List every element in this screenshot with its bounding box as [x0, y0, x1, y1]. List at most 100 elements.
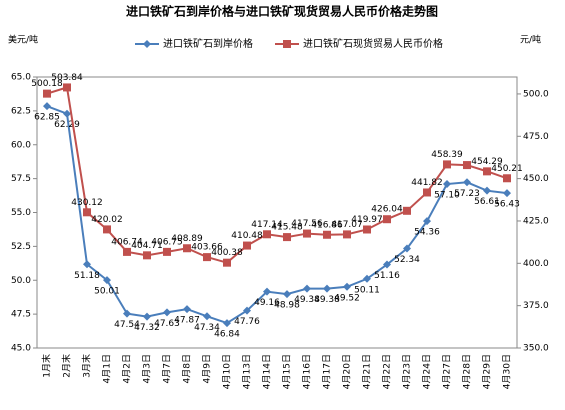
data-label: 430.12 [71, 198, 103, 208]
chart-title: 进口铁矿石到岸价格与进口铁矿现货贸易人民币价格走势图 [126, 4, 438, 19]
data-label: 406.75 [151, 237, 183, 247]
marker [63, 109, 71, 118]
x-tick-label: 4月27日 [442, 354, 453, 389]
y-tick-label: 65.0 [11, 73, 31, 83]
legend-marker [283, 40, 291, 48]
marker [283, 290, 291, 299]
data-label: 50.01 [94, 287, 120, 297]
x-tick-label: 4月20日 [342, 354, 353, 389]
data-label: 49.38 [294, 295, 320, 305]
x-tick-label: 4月8日 [182, 354, 193, 383]
x-tick-label: 2月末 [61, 354, 73, 378]
x-tick-label: 4月29日 [482, 354, 493, 389]
marker [463, 178, 471, 187]
data-label: 49.52 [334, 293, 360, 303]
y2-tick-label: 400.0 [523, 259, 549, 269]
data-label: 50.11 [354, 285, 380, 295]
data-label: 62.85 [34, 113, 60, 123]
marker [323, 284, 331, 293]
marker [183, 244, 191, 253]
marker [363, 225, 371, 234]
marker [483, 186, 491, 195]
y-tick-label: 60.0 [11, 140, 31, 150]
marker [163, 308, 171, 317]
marker [303, 229, 311, 238]
x-tick-label: 4月9日 [202, 354, 213, 383]
marker [283, 233, 291, 242]
data-label: 52.34 [394, 255, 420, 265]
marker [123, 309, 131, 318]
marker [363, 274, 371, 283]
data-label: 416.86 [311, 220, 343, 230]
x-tick-label: 4月28日 [462, 354, 473, 389]
x-tick-label: 4月13日 [242, 354, 253, 389]
x-tick-label: 4月3日 [142, 354, 153, 383]
x-tick-label: 3月末 [81, 354, 93, 378]
x-tick-label: 4月15日 [282, 354, 293, 389]
x-tick-label: 4月30日 [502, 354, 513, 389]
x-tick-label: 4月21日 [362, 354, 373, 389]
series-line [46, 105, 508, 325]
data-label: 419.97 [351, 215, 383, 225]
data-label: 54.36 [414, 228, 440, 238]
marker [83, 260, 91, 269]
x-tick-label: 4月7日 [162, 354, 173, 383]
x-tick-label: 4月10日 [222, 354, 233, 389]
marker [63, 83, 71, 92]
data-label: 458.39 [431, 150, 463, 160]
marker [343, 230, 351, 239]
data-label: 417.07 [331, 220, 363, 230]
marker [103, 225, 111, 234]
data-label: 404.71 [131, 241, 163, 251]
marker [303, 284, 311, 293]
y2-tick-label: 350.0 [523, 344, 549, 354]
data-label: 51.16 [374, 271, 400, 281]
marker [263, 287, 271, 296]
marker [83, 208, 91, 217]
y2-axis-label: 元/吨 [520, 34, 541, 46]
data-label: 410.48 [231, 231, 263, 241]
data-label: 49.16 [254, 298, 280, 308]
marker [243, 241, 251, 250]
data-label: 47.87 [174, 316, 200, 326]
marker [463, 161, 471, 170]
marker [163, 247, 171, 256]
marker [403, 244, 411, 253]
x-tick-label: 4月24日 [422, 354, 433, 389]
x-tick-label: 4月1日 [102, 354, 113, 383]
marker [323, 230, 331, 239]
y2-tick-label: 500.0 [523, 89, 549, 99]
marker [383, 215, 391, 224]
data-label: 408.89 [171, 234, 203, 244]
y-tick-label: 47.5 [11, 310, 31, 320]
data-label: 454.29 [471, 157, 503, 167]
marker [143, 251, 151, 260]
y-tick-label: 50.0 [11, 276, 31, 286]
marker [483, 167, 491, 176]
marker [423, 217, 431, 226]
marker [443, 180, 451, 189]
data-label: 56.61 [474, 197, 500, 207]
marker [223, 319, 231, 328]
x-tick-label: 4月22日 [382, 354, 393, 389]
data-label: 49.38 [314, 295, 340, 305]
data-label: 441.82 [411, 178, 443, 188]
y-tick-label: 55.0 [11, 208, 31, 218]
marker [143, 312, 151, 321]
marker [203, 312, 211, 321]
marker [263, 230, 271, 239]
data-label: 503.84 [51, 73, 83, 83]
marker [403, 206, 411, 215]
data-label: 57.23 [454, 189, 480, 199]
data-label: 450.21 [491, 164, 523, 174]
y-tick-label: 57.5 [11, 174, 31, 184]
data-label: 48.98 [274, 301, 300, 311]
y-tick-label: 52.5 [11, 242, 31, 252]
data-label: 47.63 [154, 319, 180, 329]
data-label: 56.43 [494, 200, 520, 210]
marker [223, 258, 231, 267]
marker [503, 189, 511, 198]
data-label: 47.76 [234, 317, 260, 327]
marker [103, 276, 111, 285]
